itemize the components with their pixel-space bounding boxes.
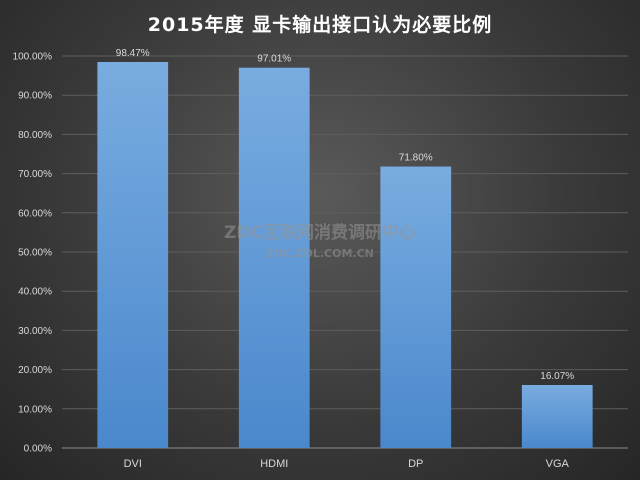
y-tick-label: 80.00% [18,130,52,141]
y-tick-label: 50.00% [18,248,52,259]
y-tick-label: 90.00% [18,91,52,102]
chart-title: 2015年度 显卡输出接口认为必要比例 [147,14,493,36]
y-tick-label: 60.00% [18,208,52,219]
data-label: 16.07% [540,371,574,382]
bar-hdmi [238,67,310,449]
y-tick-label: 70.00% [18,169,52,180]
y-tick-label: 0.00% [24,444,52,455]
y-tick-label: 30.00% [18,326,52,337]
y-axis: 0.00% 10.00% 20.00% 30.00% 40.00% 50.00% 60.00… [13,52,53,455]
x-category-label: VGA [546,458,570,470]
data-label: 71.80% [399,153,433,164]
y-tick-label: 100.00% [13,52,53,63]
y-tick-label: 10.00% [18,404,52,415]
bar-vga [521,385,593,448]
x-axis: DVI HDMI DP VGA [124,458,570,470]
bar-dvi [97,61,169,449]
x-category-label: DVI [124,458,142,470]
x-category-label: DP [408,458,423,470]
data-labels: 98.47% 97.01% 71.80% 16.07% [116,48,575,382]
data-label: 98.47% [116,48,150,59]
bar-dp [380,166,452,448]
bars [97,61,593,449]
data-label: 97.01% [257,54,291,65]
x-category-label: HDMI [260,458,288,470]
y-tick-label: 20.00% [18,365,52,376]
y-tick-label: 40.00% [18,287,52,298]
